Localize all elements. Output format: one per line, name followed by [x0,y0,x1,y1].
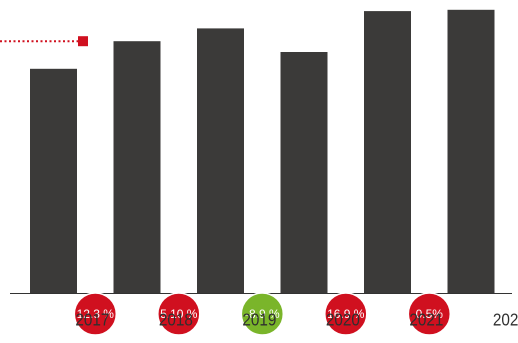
x-tick-label-2018: 2018 [159,310,193,330]
growth-badge-circle [407,292,452,336]
bar-2019 [197,28,244,294]
growth-badge-label: -8.9 % [245,307,280,321]
x-tick-label-2022: 2022 [493,310,518,330]
growth-badge: 5.10 % [157,292,201,336]
x-tick-label-2021: 2021 [409,310,443,330]
growth-badge-circle [324,292,368,336]
growth-badge-circle [240,292,285,336]
bars-layer [30,9,495,294]
growth-badge-circle [157,292,201,336]
growth-badge: 12.3 % [73,292,118,336]
bar-2022 [447,9,495,294]
x-tick-label-2017: 2017 [75,310,109,330]
growth-badge-label: 0.5% [416,307,444,321]
growth-badge-label: 12.3 % [77,307,115,321]
reference-marker-square [78,36,88,47]
bar-2017 [30,68,77,293]
growth-badges-layer: 12.3 % 5.10 % -8.9 % 16.9 % 0.5% [73,292,452,336]
bar-2021 [364,11,411,293]
growth-badge-label: 5.10 % [160,307,198,321]
growth-badge: 0.5% [407,292,452,336]
x-tick-label-2019: 2019 [242,310,276,330]
growth-badge-label: 16.9 % [327,307,365,321]
growth-badge-circle [73,292,118,336]
growth-badge: 16.9 % [324,292,368,336]
x-tick-label-2020: 2020 [326,310,360,330]
x-axis-labels: 2017 2018 2019 2020 2021 2022 [75,310,518,330]
bar-2018 [113,41,161,294]
bar-2020 [280,52,328,293]
growth-badge: -8.9 % [240,292,285,336]
reference-line-layer [0,36,88,47]
